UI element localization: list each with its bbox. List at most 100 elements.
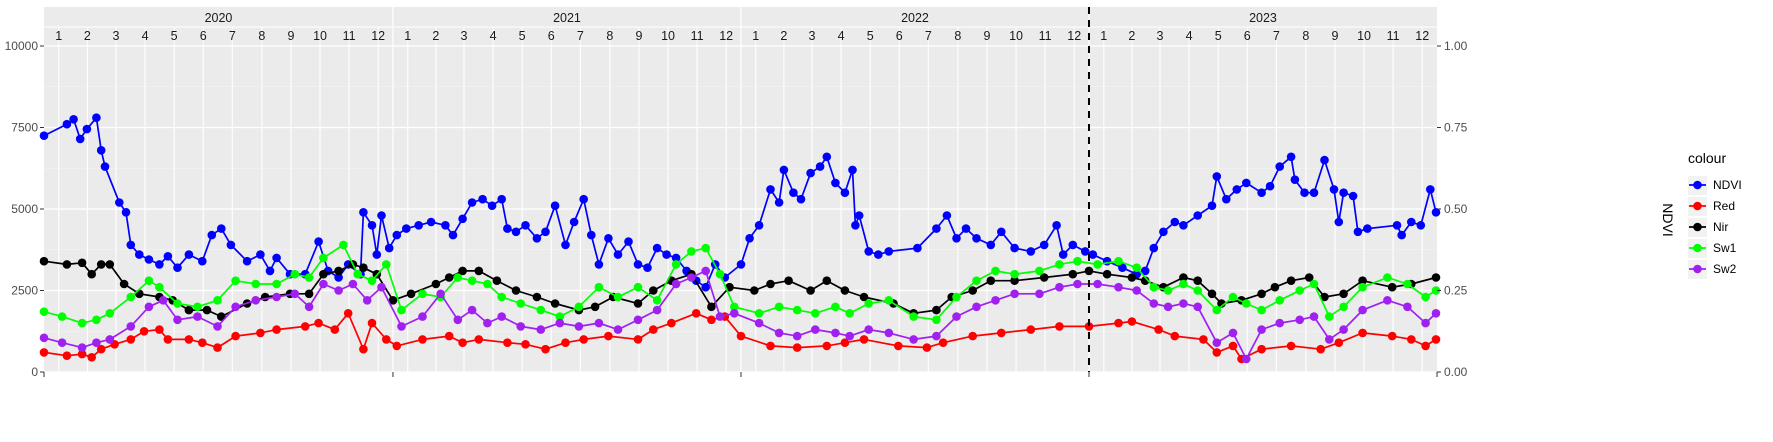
data-point-sw2 [39, 333, 49, 343]
data-point-ndvi [1290, 175, 1300, 184]
legend-title: colour [1688, 150, 1726, 166]
data-point-ndvi [392, 230, 402, 240]
data-point-sw2 [1295, 315, 1304, 325]
data-point-sw1 [1093, 260, 1102, 269]
data-point-sw2 [884, 328, 894, 338]
data-point-red [213, 343, 222, 352]
data-point-red [198, 338, 207, 348]
data-point-ndvi [367, 221, 377, 230]
data-point-sw1 [932, 315, 941, 325]
data-point-nir [87, 269, 96, 279]
data-point-sw1 [671, 260, 681, 269]
data-point-sw2 [213, 322, 222, 331]
data-point-red [96, 344, 106, 354]
data-point-ndvi [643, 263, 652, 273]
data-point-sw2 [144, 302, 154, 312]
month-label: 6 [1244, 29, 1251, 43]
data-point-nir [750, 286, 759, 295]
data-point-ndvi [1159, 227, 1168, 237]
data-point-ndvi [806, 168, 815, 178]
data-point-sw1 [382, 260, 391, 269]
data-point-sw1 [715, 269, 725, 279]
data-point-sw1 [972, 276, 981, 286]
data-point-sw1 [792, 305, 802, 315]
data-point-sw1 [652, 296, 662, 305]
data-point-red [62, 351, 72, 361]
data-point-sw2 [671, 279, 681, 289]
data-point-red [1431, 335, 1441, 344]
data-point-nir [968, 286, 977, 295]
data-point-ndvi [1088, 250, 1098, 259]
data-point-ndvi [1300, 188, 1309, 197]
legend-label-nir: Nir [1713, 220, 1728, 234]
year-label: 2020 [205, 11, 233, 25]
data-point-sw1 [1421, 292, 1430, 302]
data-point-ndvi [561, 240, 570, 250]
data-point-sw1 [774, 302, 784, 312]
data-point-ndvi [497, 194, 507, 204]
data-point-ndvi [1207, 201, 1217, 210]
right-axis-title: NDVI [1660, 203, 1676, 236]
data-point-sw2 [251, 296, 260, 305]
data-point-sw1 [730, 302, 739, 312]
data-point-ndvi [135, 250, 144, 259]
month-label: 11 [1387, 29, 1400, 43]
data-point-red [1170, 331, 1180, 341]
data-point-red [1316, 344, 1325, 354]
month-label: 2 [84, 29, 91, 43]
data-point-ndvi [864, 247, 873, 256]
month-label: 5 [519, 29, 526, 43]
data-point-ndvi [1309, 188, 1319, 197]
data-point-sw2 [1431, 309, 1441, 318]
data-point-red [840, 338, 850, 348]
month-label: 7 [229, 29, 236, 43]
legend: colour NDVI Red Nir Sw1 Sw2 [1688, 150, 1742, 279]
data-point-red [707, 315, 716, 325]
month-label: 6 [548, 29, 555, 43]
data-point-ndvi [334, 273, 343, 282]
data-point-red [1358, 328, 1367, 338]
month-label: 9 [1332, 29, 1339, 43]
data-point-ndvi [69, 115, 78, 124]
month-label: 10 [1009, 29, 1023, 43]
month-label: 3 [1157, 29, 1164, 43]
data-point-nir [1039, 273, 1049, 282]
data-point-ndvi [789, 188, 798, 197]
data-point-ndvi [884, 247, 894, 256]
month-label: 12 [371, 29, 385, 43]
data-point-sw1 [613, 292, 623, 302]
data-point-sw2 [613, 325, 623, 334]
data-point-red [139, 327, 149, 336]
data-point-sw1 [272, 279, 281, 289]
data-point-ndvi [532, 234, 542, 243]
data-point-nir [1257, 289, 1266, 299]
data-point-sw2 [555, 318, 565, 328]
data-point-ndvi [198, 256, 207, 266]
data-point-nir [135, 289, 144, 299]
month-label: 3 [113, 29, 120, 43]
data-point-sw1 [1325, 312, 1334, 321]
data-point-ndvi [1232, 185, 1242, 194]
data-point-sw2 [453, 315, 463, 325]
data-point-nir [334, 266, 343, 276]
data-point-sw2 [377, 282, 386, 292]
data-point-nir [62, 260, 72, 269]
data-point-ndvi [848, 165, 857, 175]
data-point-ndvi [774, 198, 784, 207]
month-label: 2 [780, 29, 787, 43]
data-point-ndvi [242, 256, 252, 266]
data-point-ndvi [1222, 194, 1231, 204]
data-point-sw1 [864, 299, 873, 308]
data-point-sw1 [126, 292, 136, 302]
data-point-sw1 [353, 269, 363, 279]
y2-axis-tick-label: 0.50 [1444, 202, 1468, 216]
data-point-ndvi [1339, 188, 1348, 197]
data-point-sw2 [864, 325, 873, 334]
data-point-red [859, 335, 869, 344]
legend-key-point [1693, 264, 1702, 274]
data-point-ndvi [82, 124, 92, 134]
data-point-sw2 [436, 289, 445, 299]
data-point-sw2 [497, 312, 507, 321]
data-point-sw2 [1193, 302, 1202, 312]
